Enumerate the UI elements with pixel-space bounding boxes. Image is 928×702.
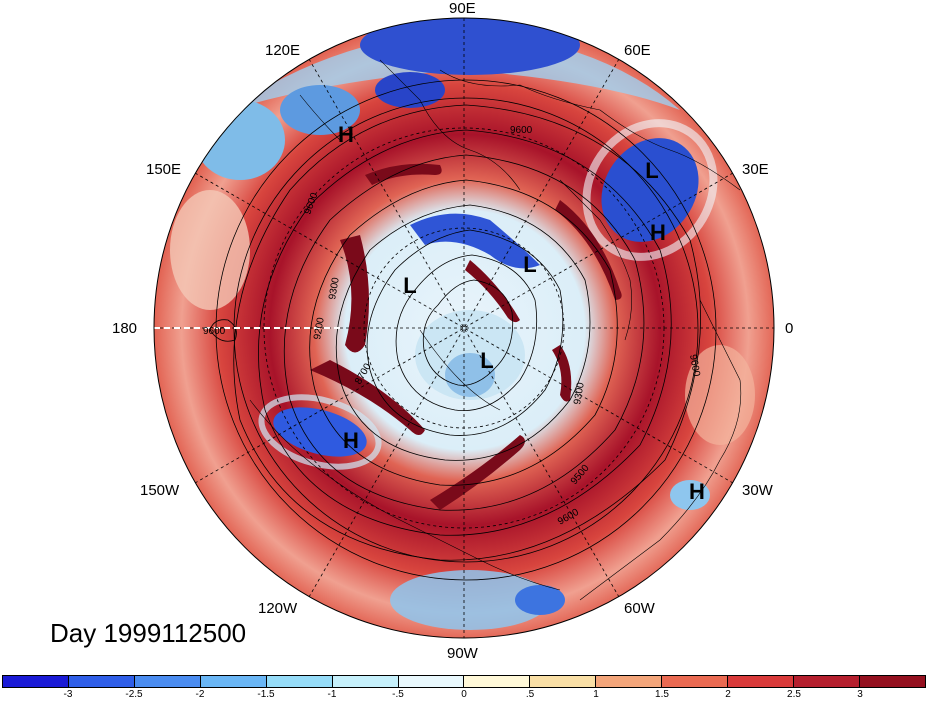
colorbar-swatch	[398, 676, 465, 687]
pressure-label: H	[689, 479, 705, 504]
contour-label: 9300	[327, 276, 342, 300]
colorbar-swatch	[794, 676, 860, 687]
pressure-label: H	[338, 122, 354, 147]
colorbar-swatch	[332, 676, 399, 687]
contour-label: 9600	[203, 326, 226, 337]
colorbar-swatch	[200, 676, 267, 687]
height-contours	[209, 79, 717, 581]
contour-label: 9600	[510, 125, 533, 136]
longitude-label-30e: 30E	[742, 161, 769, 178]
colorbar	[2, 675, 926, 688]
longitude-label-0: 0	[785, 320, 794, 337]
longitude-label-180: 180	[112, 320, 138, 337]
longitude-label-120w: 120W	[258, 600, 298, 617]
pressure-label: L	[480, 348, 493, 373]
colorbar-tick-label: 1	[593, 689, 599, 700]
longitude-label-60w: 60W	[624, 600, 655, 617]
colorbar-tick-label: 2	[725, 689, 731, 700]
colorbar-tick-label: 2.5	[787, 689, 801, 700]
colorbar-swatch	[662, 676, 729, 687]
colorbar-swatch	[859, 676, 925, 687]
colorbar-tick-label: 1.5	[655, 689, 669, 700]
contour-label: 9300	[572, 381, 587, 405]
colorbar-swatch	[596, 676, 663, 687]
pressure-label: H	[650, 220, 666, 245]
colorbar-tick-label: -.5	[392, 689, 404, 700]
pressure-label: H	[343, 428, 359, 453]
colorbar-swatch	[266, 676, 333, 687]
day-label: Day 1999112500	[50, 618, 247, 648]
coastlines	[249, 59, 742, 601]
longitude-label-30w: 30W	[742, 482, 773, 499]
colorbar-tick-label: -2.5	[125, 689, 143, 700]
colorbar-swatch	[134, 676, 201, 687]
longitude-label-150w: 150W	[140, 482, 180, 499]
pressure-label: L	[523, 252, 536, 277]
colorbar-swatch	[68, 676, 135, 687]
pressure-label: L	[403, 273, 416, 298]
colorbar-tick-label: .5	[525, 689, 535, 700]
colorbar-swatch	[530, 676, 597, 687]
pressure-label: L	[645, 158, 658, 183]
colorbar-tick-label: -1	[327, 689, 337, 700]
colorbar-tick-label: -2	[195, 689, 205, 700]
colorbar-swatch	[464, 676, 531, 687]
colorbar-tick-label: -3	[63, 689, 73, 700]
longitude-label-90e: 90E	[449, 0, 476, 17]
contour-label: 9600	[687, 354, 702, 378]
pressure-system-labels: H L L H L L H H	[338, 122, 705, 504]
longitude-label-60e: 60E	[624, 42, 651, 59]
colorbar-tick-label: -1.5	[257, 689, 275, 700]
longitude-label-150e: 150E	[146, 161, 182, 178]
colorbar-swatch	[3, 676, 69, 687]
contour-label: 9200	[312, 316, 327, 340]
colorbar-tick-label: 3	[857, 689, 863, 700]
colorbar-swatch	[728, 676, 795, 687]
map-border	[153, 17, 775, 639]
longitude-label-90w: 90W	[447, 645, 478, 662]
colorbar-tick-label: 0	[461, 689, 467, 700]
longitude-label-120e: 120E	[265, 42, 301, 59]
